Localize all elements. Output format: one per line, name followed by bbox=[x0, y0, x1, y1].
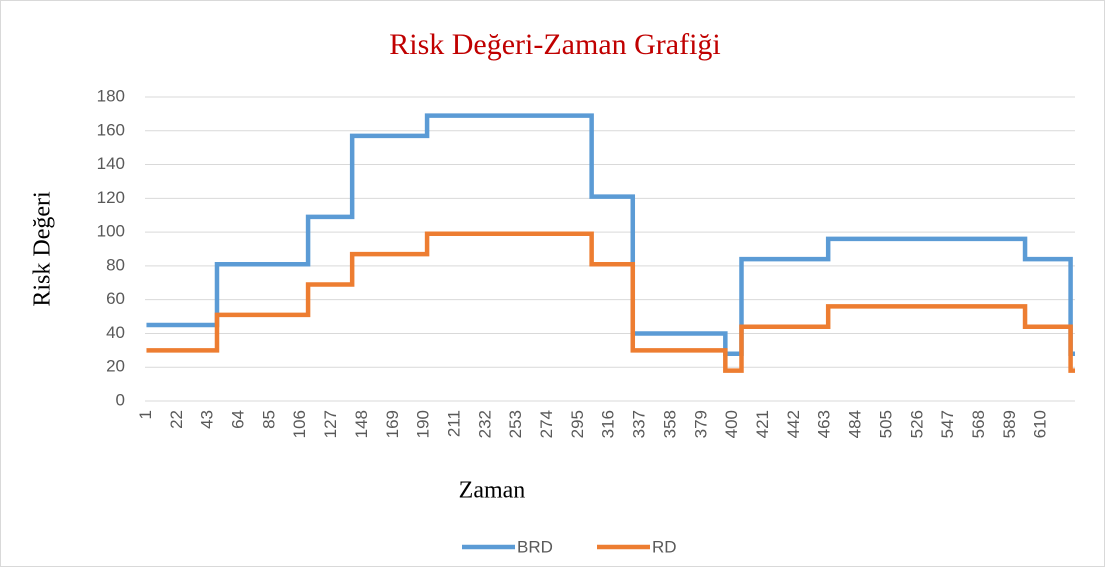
y-tick-label: 40 bbox=[106, 323, 125, 342]
x-tick-label: 589 bbox=[1000, 410, 1019, 438]
x-tick-label: 379 bbox=[691, 410, 710, 438]
x-tick-label: 484 bbox=[846, 410, 865, 438]
x-tick-label: 232 bbox=[475, 410, 494, 438]
x-tick-label: 274 bbox=[537, 410, 556, 438]
chart-title: Risk Değeri-Zaman Grafiği bbox=[389, 28, 721, 61]
y-tick-label: 80 bbox=[106, 255, 125, 274]
x-tick-label: 127 bbox=[321, 410, 340, 438]
y-tick-label: 100 bbox=[97, 222, 125, 241]
legend-label: BRD bbox=[517, 537, 553, 556]
x-tick-label: 64 bbox=[229, 410, 248, 429]
x-tick-label: 463 bbox=[815, 410, 834, 438]
y-tick-label: 0 bbox=[116, 390, 125, 409]
x-tick-label: 547 bbox=[938, 410, 957, 438]
y-tick-label: 160 bbox=[97, 120, 125, 139]
y-tick-label: 60 bbox=[106, 289, 125, 308]
x-tick-label: 526 bbox=[907, 410, 926, 438]
x-tick-label: 568 bbox=[969, 410, 988, 438]
x-axis-label: Zaman bbox=[459, 478, 526, 504]
y-axis-label: Risk Değeri bbox=[30, 191, 56, 307]
x-tick-label: 421 bbox=[753, 410, 772, 438]
x-tick-label: 22 bbox=[167, 410, 186, 429]
y-tick-label: 140 bbox=[97, 154, 125, 173]
x-tick-label: 400 bbox=[722, 410, 741, 438]
line-series bbox=[146, 231, 1075, 373]
x-tick-label: 85 bbox=[259, 410, 278, 429]
x-tick-label: 190 bbox=[414, 410, 433, 438]
x-tick-label: 505 bbox=[876, 410, 895, 438]
x-tick-label: 442 bbox=[784, 410, 803, 438]
legend-label: RD bbox=[652, 537, 677, 556]
x-tick-label: 169 bbox=[383, 410, 402, 438]
x-tick-label: 148 bbox=[352, 410, 371, 438]
x-tick-label: 211 bbox=[444, 410, 463, 437]
y-tick-label: 120 bbox=[97, 188, 125, 207]
y-tick-label: 20 bbox=[106, 357, 125, 376]
x-tick-label: 253 bbox=[506, 410, 525, 438]
x-tick-label: 337 bbox=[630, 410, 649, 438]
x-tick-label: 316 bbox=[599, 410, 618, 438]
x-tick-label: 295 bbox=[568, 410, 587, 438]
x-tick-label: 1 bbox=[136, 410, 155, 419]
x-tick-label: 358 bbox=[660, 410, 679, 438]
y-tick-label: 180 bbox=[97, 86, 125, 105]
x-tick-label: 43 bbox=[198, 410, 217, 429]
x-tick-label: 610 bbox=[1031, 410, 1050, 438]
x-tick-label: 106 bbox=[290, 410, 309, 438]
